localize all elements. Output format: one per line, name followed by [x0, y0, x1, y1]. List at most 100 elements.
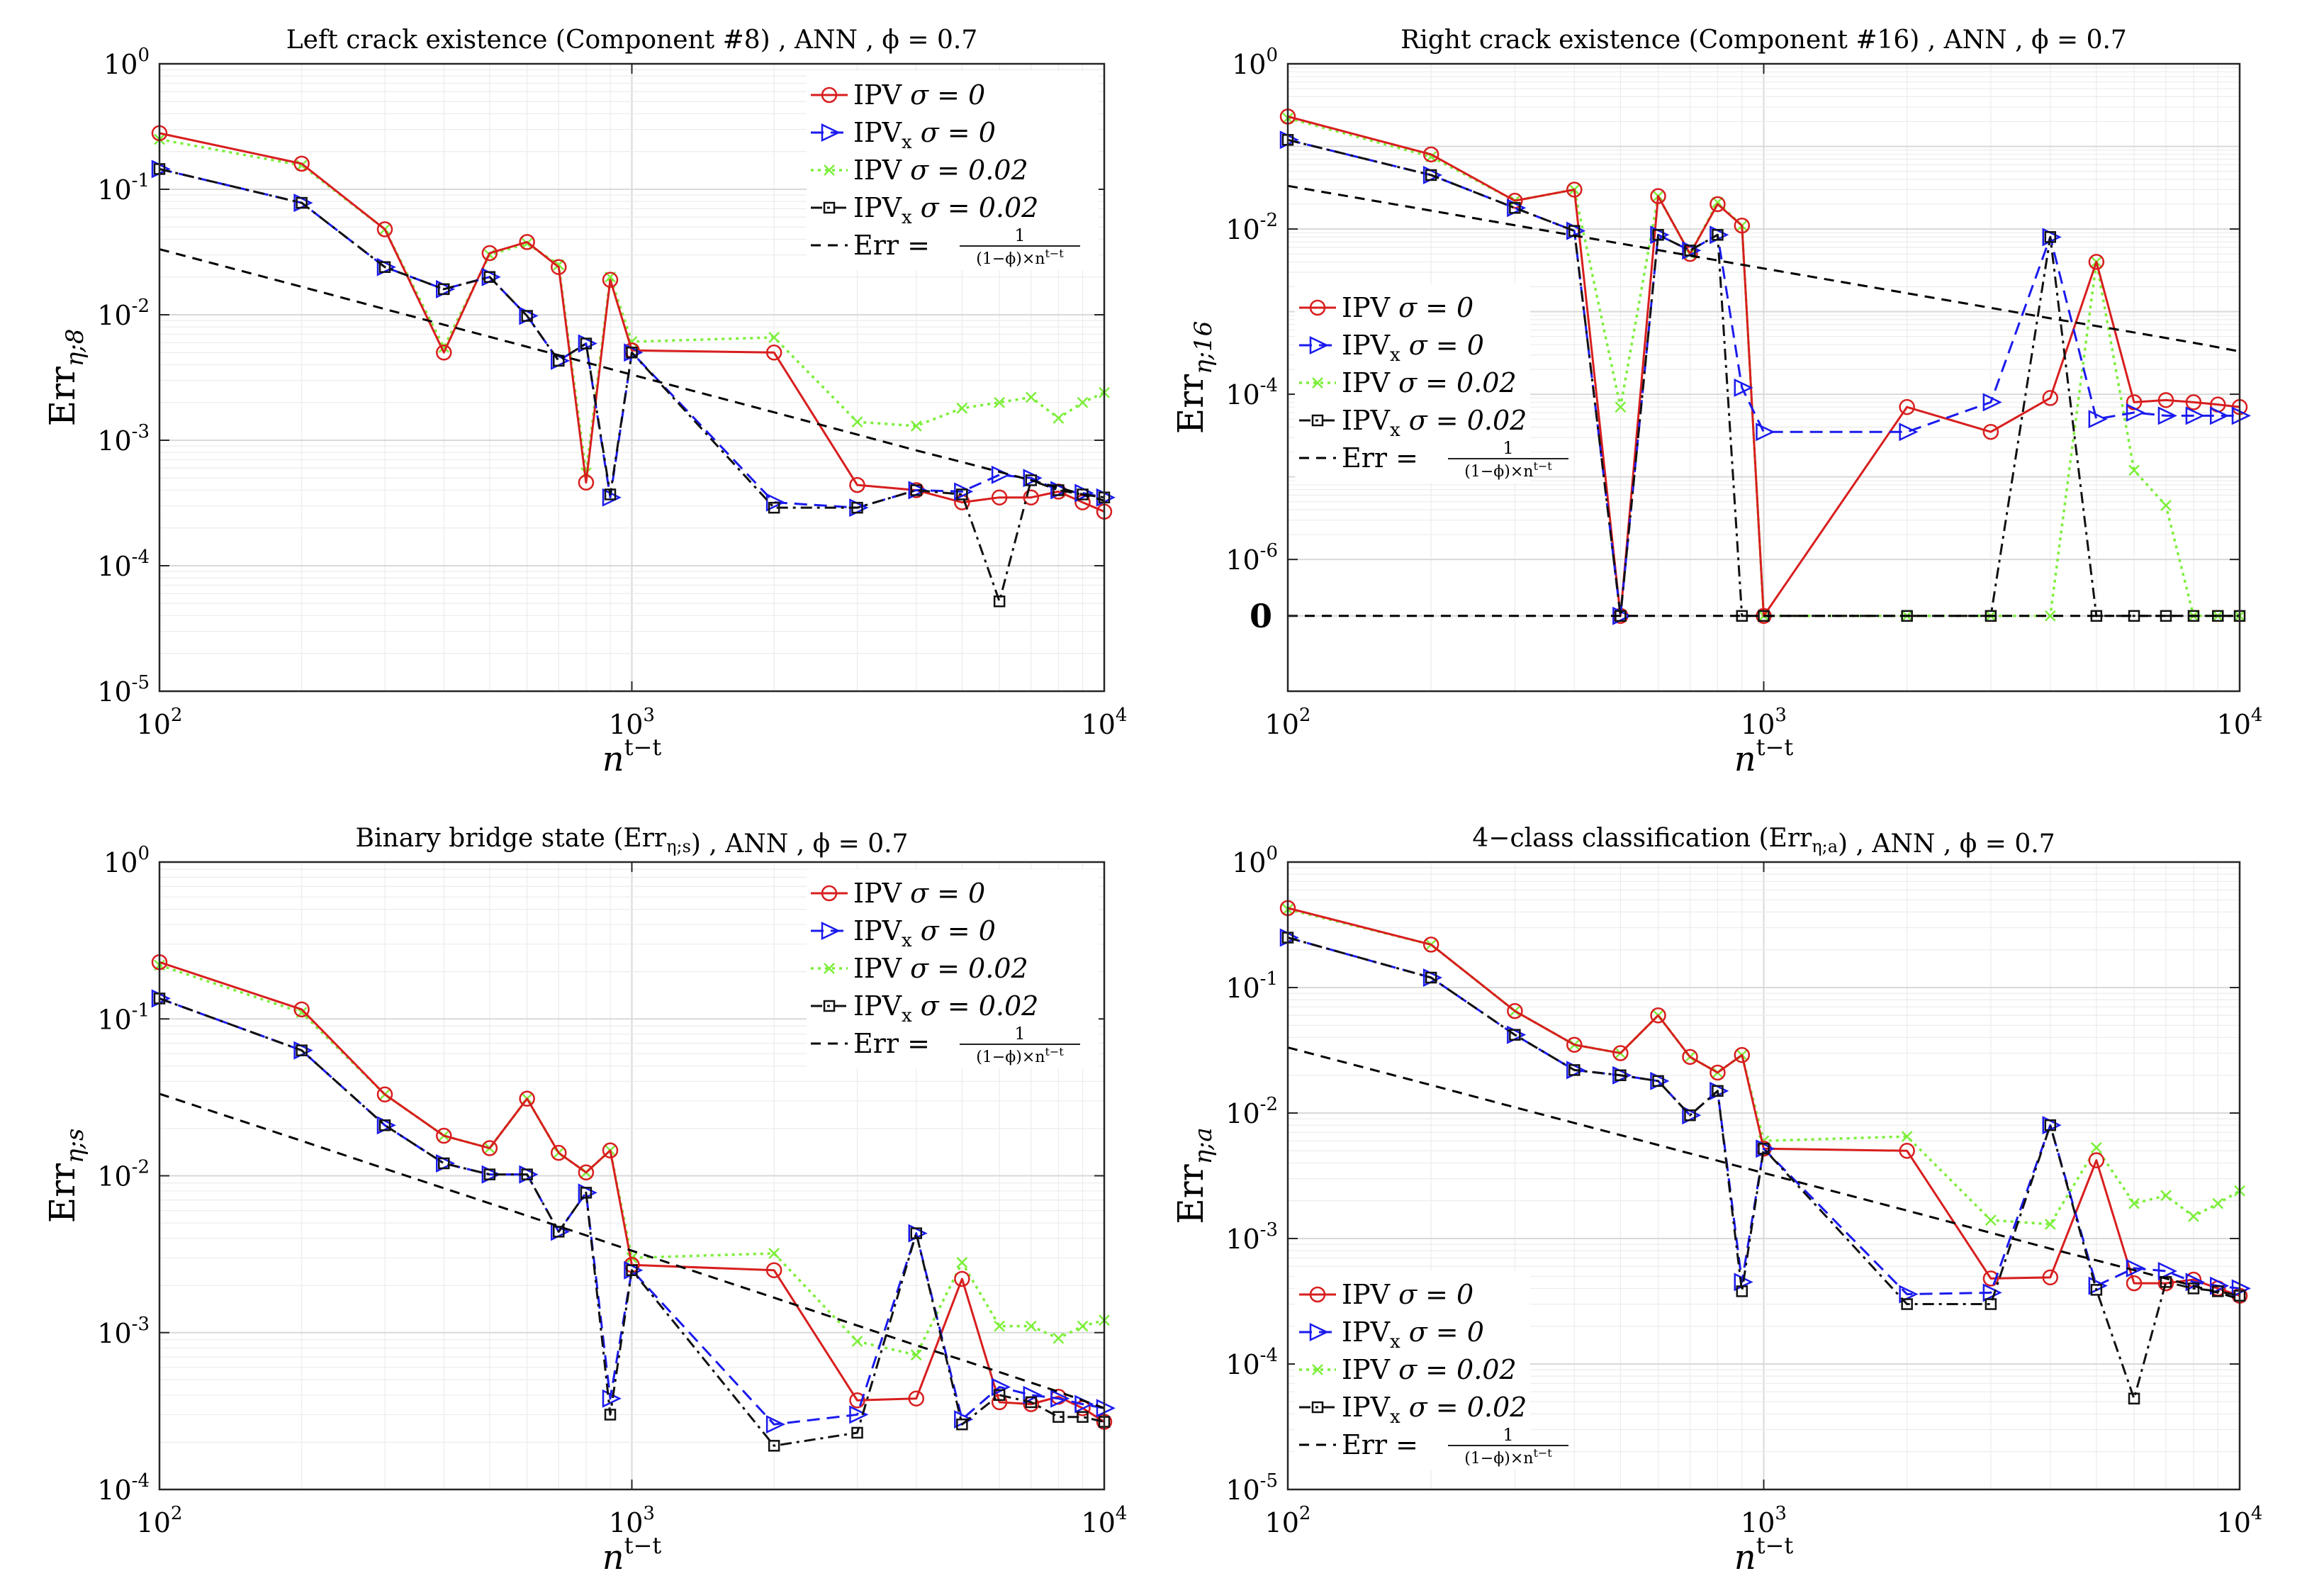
data-point	[956, 488, 968, 501]
data-point	[2157, 392, 2174, 408]
y-tick-label: 10-1	[97, 1000, 150, 1035]
data-point	[1982, 393, 2002, 412]
legend-item: Err = 1(1−ϕ)×nt−t	[1299, 438, 1568, 481]
legend-label: IPV σ = 0	[1342, 292, 1473, 323]
data-point	[1025, 391, 1037, 403]
data-point	[1507, 199, 1527, 218]
legend-label: IPVx σ = 0.02	[853, 990, 1038, 1027]
data-point	[2187, 1282, 2200, 1295]
legend-marker	[1311, 414, 1324, 427]
legend-item: Err = 1(1−ϕ)×nt−t	[811, 225, 1080, 268]
data-point	[910, 1349, 922, 1361]
legend-marker	[823, 201, 836, 214]
data-point	[2160, 1276, 2172, 1288]
data-point	[1077, 1411, 1089, 1423]
legend-marker	[821, 123, 841, 142]
data-point	[1025, 474, 1038, 486]
legend-label: IPVx σ = 0	[853, 117, 996, 153]
data-point	[1650, 188, 1666, 204]
data-point	[849, 1392, 865, 1409]
data-point	[1052, 1332, 1065, 1344]
legend-item: IPVx σ = 0	[811, 915, 996, 951]
data-point	[1712, 1085, 1724, 1097]
data-point	[765, 493, 786, 512]
data-point	[1682, 1049, 1698, 1066]
y-axis-label: Errη;s	[42, 1129, 89, 1224]
chart-title: 4−class classification (Errη;a) , ANN , …	[1472, 824, 2055, 859]
legend-box	[1295, 284, 1530, 483]
series-line	[1287, 1046, 2240, 1300]
y-tick-label: 10-3	[1225, 1219, 1278, 1255]
legend-item: IPVx σ = 0.02	[1299, 405, 1527, 441]
legend-item: Err = 1(1−ϕ)×nt−t	[811, 1024, 1080, 1066]
y-tick-label: 10-4	[97, 1470, 150, 1506]
chart-title: Binary bridge state (Errη;s) , ANN , ϕ =…	[356, 824, 909, 859]
data-point	[376, 221, 393, 237]
data-point	[481, 245, 498, 262]
data-point	[1899, 1285, 1919, 1304]
data-point	[626, 1264, 638, 1276]
data-point	[1425, 169, 1437, 181]
data-point	[551, 1144, 567, 1161]
x-axis-label: nt−t	[602, 1532, 662, 1571]
data-point	[2044, 1119, 2057, 1131]
data-point	[993, 1389, 1006, 1402]
series-ref	[1287, 184, 2240, 353]
data-point	[1023, 489, 1040, 505]
data-point	[436, 1153, 456, 1173]
chart-3: 102 103 104 100 10-1 10-2 10-3 10-4 Binary bridg…	[42, 824, 1127, 1571]
y-tick-label: 10-4	[1225, 1345, 1278, 1380]
fraction-numerator: 1	[1014, 225, 1025, 245]
data-point	[1734, 217, 1751, 234]
legend-box	[1295, 1270, 1530, 1470]
x-tick-label: 102	[1265, 1503, 1311, 1538]
legend-item: IPV σ = 0	[1299, 1279, 1473, 1310]
data-point	[602, 272, 619, 288]
data-point	[624, 343, 644, 362]
data-point	[2157, 1261, 2177, 1280]
x-tick-label: 103	[609, 705, 655, 740]
data-point	[2160, 500, 2172, 511]
legend-label: IPV σ = 0	[853, 878, 985, 909]
y-tick-label: 10-3	[97, 1314, 150, 1349]
data-point	[768, 501, 780, 514]
fraction-denominator: (1−ϕ)×nt−t	[976, 247, 1064, 268]
data-point	[956, 1418, 968, 1431]
legend-label: IPV σ = 0	[853, 79, 985, 111]
data-point	[1422, 146, 1439, 163]
data-point	[1096, 1399, 1116, 1418]
data-point	[910, 484, 923, 496]
data-point	[521, 237, 533, 250]
data-point	[1507, 1025, 1527, 1044]
data-point	[1050, 481, 1070, 500]
data-point	[376, 257, 396, 276]
data-point	[580, 337, 593, 350]
data-point	[2210, 1276, 2230, 1295]
data-point	[2042, 390, 2059, 406]
legend-item: IPV σ = 0.02	[1299, 367, 1517, 398]
series-line	[1287, 937, 2240, 1400]
data-point	[1612, 1045, 1629, 1061]
legend-item: IPVx σ = 0	[1299, 1316, 1484, 1353]
fraction-numerator: 1	[1014, 1024, 1025, 1044]
data-point	[2044, 1218, 2056, 1230]
series-line	[1287, 184, 2240, 353]
data-point	[1422, 968, 1443, 987]
data-point	[1982, 1283, 2002, 1302]
data-point	[521, 310, 533, 322]
legend-item: IPV σ = 0.02	[811, 953, 1028, 984]
fraction-numerator: 1	[1503, 1425, 1513, 1445]
data-point	[1682, 1106, 1702, 1125]
legend-item: IPVx σ = 0	[811, 117, 996, 153]
series-line	[1287, 138, 2240, 617]
data-point	[551, 351, 571, 370]
data-point	[1652, 229, 1664, 241]
legend-label: IPV σ = 0.02	[1342, 367, 1517, 398]
data-point	[1982, 1270, 1999, 1287]
data-point	[1756, 1139, 1775, 1158]
data-point	[1077, 1320, 1089, 1332]
data-point	[991, 489, 1008, 505]
data-point	[1650, 1007, 1666, 1024]
data-point	[293, 1001, 310, 1018]
